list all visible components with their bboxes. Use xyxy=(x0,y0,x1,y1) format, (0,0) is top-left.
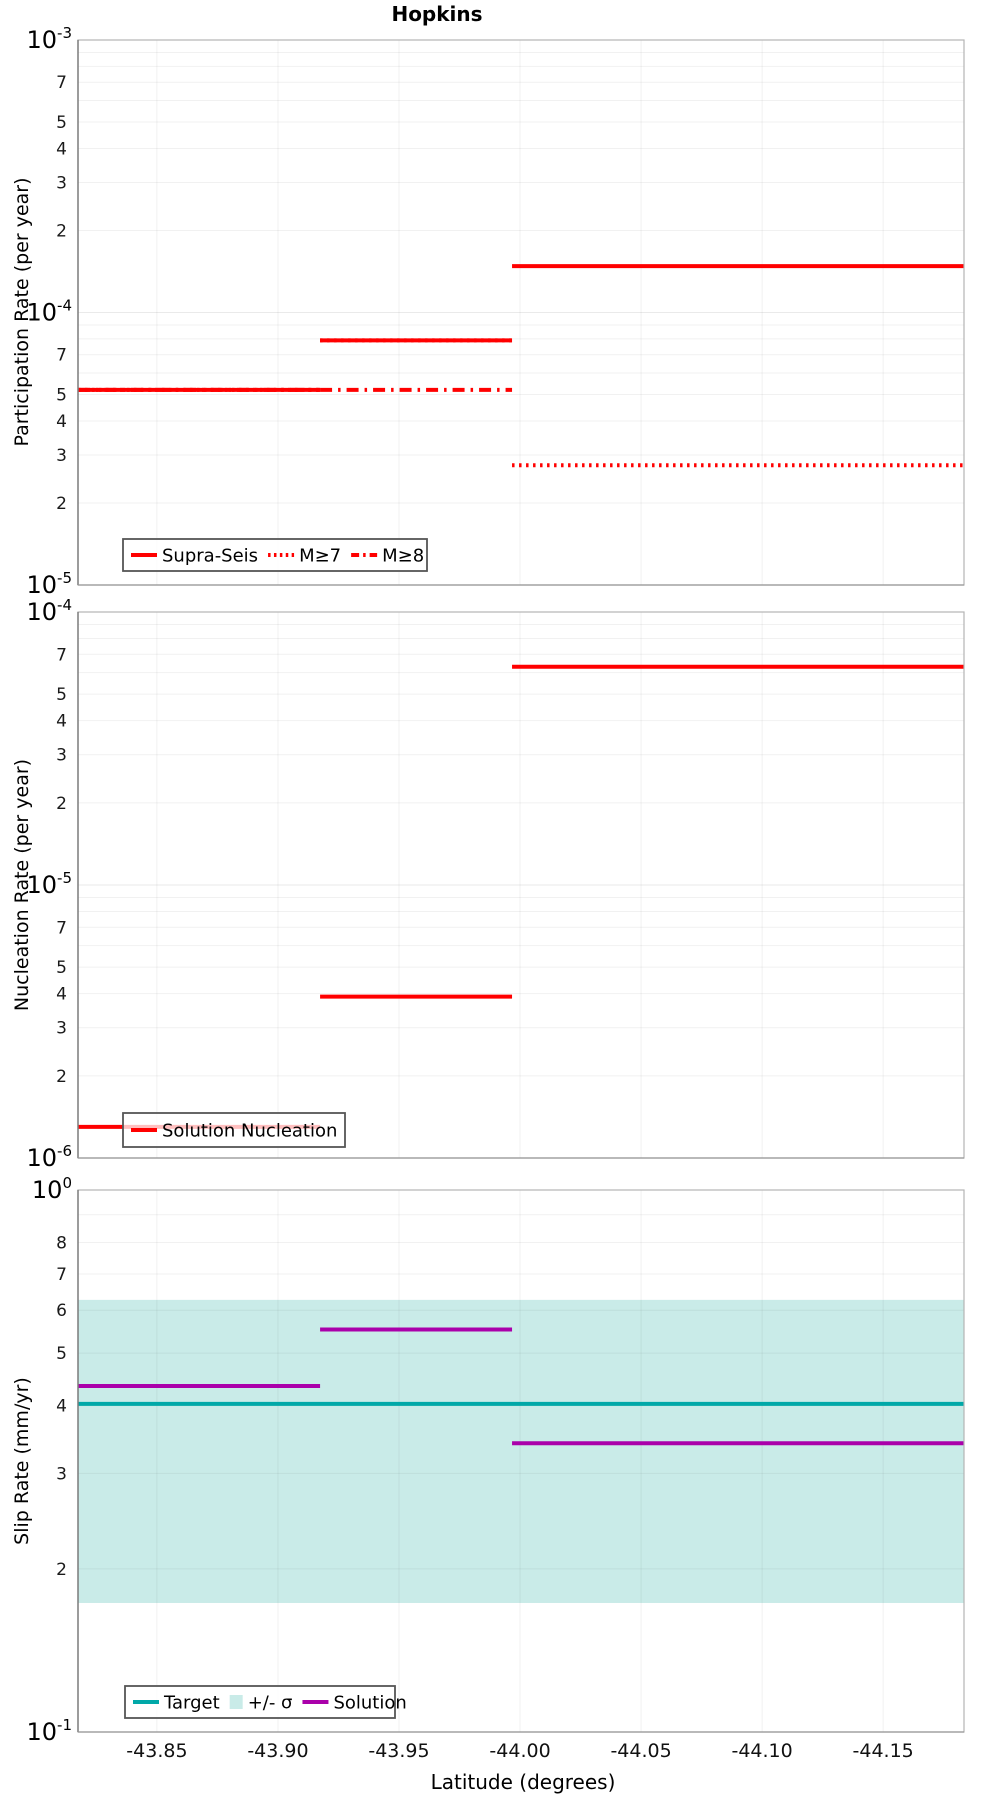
legend-2: Solution Nucleation xyxy=(122,1112,346,1148)
x-axis-label: Latitude (degrees) xyxy=(430,1770,616,1794)
y-tick-minor-label: 2 xyxy=(56,1067,67,1087)
series-solution xyxy=(78,1327,964,1446)
y-tick-minor-label: 7 xyxy=(56,918,67,938)
y-tick-minor-label: 3 xyxy=(56,173,67,193)
x-tick-label: -43.95 xyxy=(368,1740,429,1762)
x-tick-label: -44.10 xyxy=(731,1740,792,1762)
y-axis-label-slip-rate: Slip Rate (mm/yr) xyxy=(11,1377,33,1545)
y-tick-minor-label: 5 xyxy=(56,1344,67,1364)
y-tick-minor-label: 8 xyxy=(56,1234,67,1254)
x-tick-label: -43.90 xyxy=(247,1740,308,1762)
legend-label-item: +/- σ xyxy=(248,1693,293,1714)
y-tick-minor-label: 4 xyxy=(56,1397,67,1417)
y-tick-minor-label: 2 xyxy=(56,494,67,514)
x-tick-label: -43.85 xyxy=(126,1740,187,1762)
y-axis-label-nucleation: Nucleation Rate (per year) xyxy=(11,758,33,1012)
y-tick-decade-label: 10-5 xyxy=(26,869,72,899)
legend-label-solution: Solution xyxy=(333,1693,406,1714)
y-tick-minor-label: 2 xyxy=(56,1560,67,1580)
panel-slip-rate-mm-yr: 100 10-1 8 7 6 5 4 3 2 Target +/- σ Solution xyxy=(26,1174,965,1746)
y-tick-minor-label: 3 xyxy=(56,1019,67,1039)
y-tick-minor-label: 4 xyxy=(56,712,67,732)
y-axis-label-participation: Participation Rate (per year) xyxy=(11,177,33,447)
legend-box xyxy=(122,1112,346,1148)
legend-label-target: Target xyxy=(163,1693,220,1714)
y-tick-decade-label: 10-3 xyxy=(26,24,72,54)
y-tick-minor-label: 4 xyxy=(56,985,67,1005)
series-supra-seis xyxy=(78,264,964,392)
y-tick-minor-label: 7 xyxy=(56,645,67,665)
y-tick-decade-label: 10-5 xyxy=(26,569,72,599)
y-tick-minor-label: 7 xyxy=(56,1265,67,1285)
legend-label-supra-seis: Supra-Seis xyxy=(162,546,258,567)
y-tick-minor-label: 5 xyxy=(56,958,67,978)
y-tick-decade-label: 10-4 xyxy=(26,596,72,626)
legend-label-m-8: M≥8 xyxy=(382,546,424,567)
y-tick-decade-label: 100 xyxy=(32,1174,72,1204)
legend-label-solution-nucleation: Solution Nucleation xyxy=(162,1121,337,1142)
y-tick-decade-label: 10-4 xyxy=(26,297,72,327)
y-tick-minor-label: 5 xyxy=(56,113,67,133)
legend-label-m-7: M≥7 xyxy=(299,546,341,567)
y-tick-minor-label: 3 xyxy=(56,746,67,766)
x-tick-label: -44.00 xyxy=(489,1740,550,1762)
sigma-band xyxy=(78,1299,964,1603)
legend-1: Supra-Seis M≥7 M≥8 xyxy=(122,538,428,572)
legend-box xyxy=(124,1685,396,1719)
y-tick-minor-label: 6 xyxy=(56,1301,67,1321)
y-tick-decade-label: 10-1 xyxy=(26,1716,72,1746)
series-m-7 xyxy=(78,338,964,468)
y-tick-minor-label: 7 xyxy=(56,346,67,366)
legend-3: Target +/- σ Solution xyxy=(124,1685,407,1719)
chart-title: Hopkins xyxy=(391,2,483,26)
y-tick-minor-label: 3 xyxy=(56,446,67,466)
y-tick-minor-label: 5 xyxy=(56,685,67,705)
y-tick-decade-label: 10-6 xyxy=(26,1142,72,1172)
y-tick-minor-label: 2 xyxy=(56,221,67,241)
y-tick-minor-label: 3 xyxy=(56,1464,67,1484)
x-tick-label: -44.05 xyxy=(610,1740,671,1762)
x-tick-label: -44.15 xyxy=(853,1740,914,1762)
y-tick-minor-label: 2 xyxy=(56,794,67,814)
panel-nucleation-rate-per-year: 10-4 10-5 10-6 7 5 4 3 2 7 5 4 3 2 Solution Nucleatio… xyxy=(26,596,965,1172)
y-tick-minor-label: 5 xyxy=(56,386,67,406)
y-tick-minor-label: 4 xyxy=(56,412,67,432)
y-tick-minor-label: 4 xyxy=(56,139,67,159)
y-tick-minor-label: 7 xyxy=(56,73,67,93)
panel-participation-rate-per-year: 10-3 10-4 10-5 7 5 4 3 2 7 5 4 3 2 Supra-Seis M≥7 M≥8 xyxy=(26,24,965,599)
legend-sample-patch xyxy=(229,1695,243,1709)
series-solution-nucleation xyxy=(78,664,964,1129)
